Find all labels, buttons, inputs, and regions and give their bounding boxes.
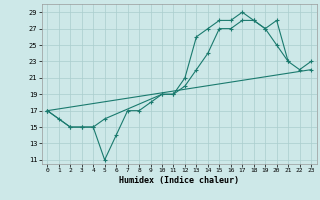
X-axis label: Humidex (Indice chaleur): Humidex (Indice chaleur): [119, 176, 239, 185]
